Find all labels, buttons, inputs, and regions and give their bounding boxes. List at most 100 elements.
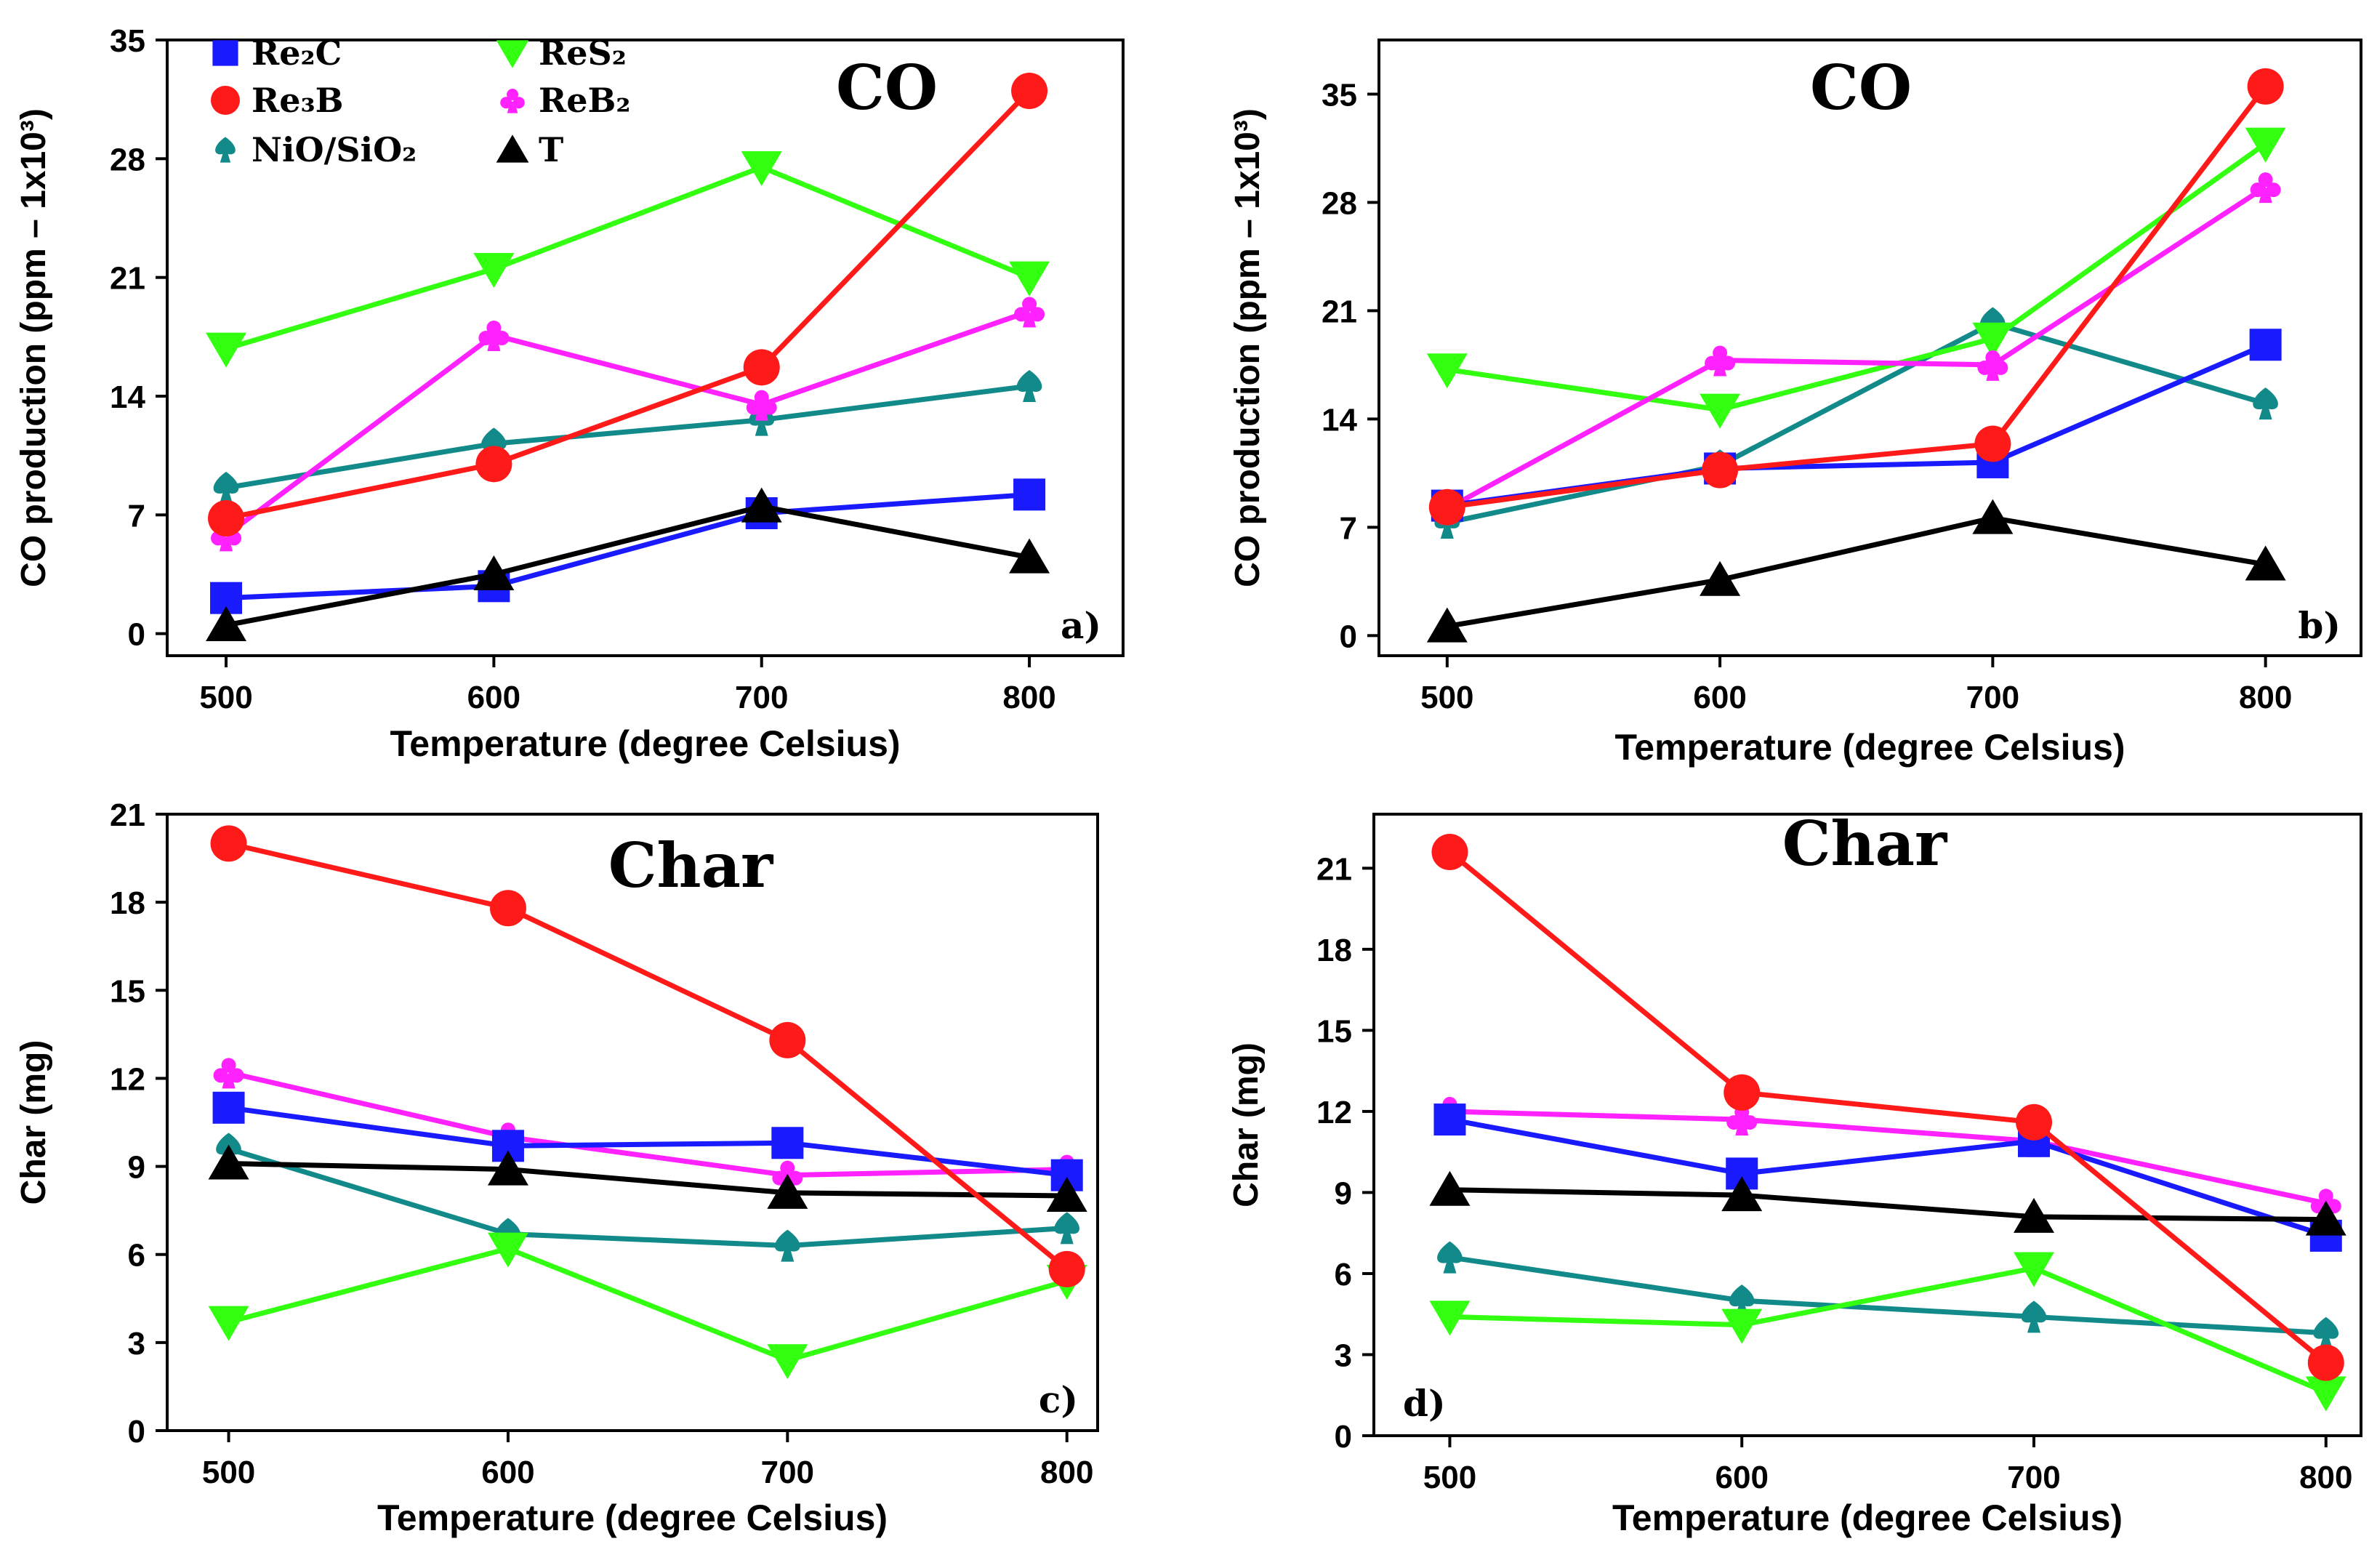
- series-line-t: [1447, 515, 2267, 630]
- y-tick-label: 21: [110, 261, 145, 297]
- series-line-re3b: [1448, 850, 2328, 1365]
- legend-marker-re3b: [211, 86, 240, 115]
- series-line-res2: [1447, 141, 2267, 413]
- legend-item-re2c: Re₂C: [212, 33, 342, 73]
- data-point-reb2-stem: [2259, 188, 2272, 204]
- y-tick-label: 14: [1322, 402, 1357, 438]
- y-tick-label: 9: [128, 1150, 145, 1186]
- y-axis-label: Char (mg): [15, 1040, 53, 1205]
- data-point-nio-stem: [2259, 405, 2272, 420]
- legend-marker-nio-stem: [220, 150, 231, 163]
- data-point-reb2-lobe: [2318, 1189, 2333, 1204]
- data-point-reb2-lobe: [1030, 307, 1045, 322]
- data-point-res2: [2245, 127, 2286, 163]
- data-point-re3b: [743, 349, 780, 386]
- series-line-reb2: [1446, 185, 2267, 511]
- series-res2: [1426, 127, 2286, 429]
- legend-marker-reb2-lobe: [500, 97, 512, 109]
- data-point-res2: [487, 1232, 528, 1268]
- data-point-reb2-lobe: [1713, 345, 1728, 361]
- data-point-re3b: [489, 890, 526, 927]
- data-point-reb2-stem: [1023, 313, 1037, 328]
- data-point-reb2-lobe: [2258, 172, 2273, 188]
- data-point-re2c: [2249, 329, 2282, 361]
- data-point-reb2-lobe: [478, 331, 494, 345]
- data-point-nio-stem: [2027, 1318, 2041, 1333]
- data-point-reb2-stem: [220, 536, 233, 552]
- chart-panel-b: 0 7 14 21 28 35 500 600 700 800 Temperature (degre…: [1228, 39, 2362, 768]
- panel-title: Char: [1782, 808, 1948, 880]
- data-point-t: [208, 1144, 249, 1180]
- legend-marker-nio-blade: [215, 137, 236, 155]
- series-t: [1429, 1170, 2346, 1236]
- y-tick-label: 14: [110, 379, 145, 415]
- legend-marker-reb2: [500, 89, 525, 113]
- y-axis-label: Char (mg): [1227, 1042, 1266, 1207]
- legend-marker: [496, 40, 529, 68]
- series-re3b: [208, 73, 1048, 536]
- data-point-reb2-lobe: [494, 331, 510, 345]
- series-reb2: [211, 297, 1045, 552]
- y-axis-label: CO production (ppm – 1x10³): [15, 108, 53, 587]
- y-tick-label: 18: [1316, 933, 1352, 968]
- plot-frame: [166, 813, 1099, 1432]
- data-point-re3b: [475, 446, 512, 483]
- data-point-res2: [767, 1344, 808, 1380]
- series-line-re2c: [1449, 1117, 2327, 1239]
- data-point-reb2-lobe: [1022, 297, 1037, 312]
- data-point-re3b: [2247, 68, 2284, 105]
- data-point-res2: [741, 151, 782, 186]
- series-re3b: [1428, 68, 2284, 526]
- data-point-nio: [2313, 1316, 2339, 1349]
- chart-panel-c: 0 3 6 9 12 15 18 21 500 600 700 800 Temperature (deg…: [15, 797, 1099, 1538]
- legend-marker-reb2-lobe: [507, 89, 518, 100]
- legend-marker: [500, 89, 525, 113]
- series-line-t: [228, 1161, 1067, 1199]
- data-point-re3b: [1974, 425, 2011, 462]
- legend-item-nio: NiO/SiO₂: [215, 130, 417, 169]
- data-point-t: [2305, 1200, 2346, 1236]
- x-tick-label: 600: [1716, 1460, 1769, 1495]
- legend-marker: [211, 86, 240, 115]
- plot-frame: [1377, 39, 2362, 657]
- data-point-nio-blade: [775, 1229, 800, 1252]
- data-point-reb2-lobe: [1985, 350, 2000, 365]
- y-tick-label: 18: [110, 885, 145, 921]
- y-tick-label: 3: [1335, 1338, 1352, 1373]
- x-tick-label: 600: [481, 1455, 534, 1490]
- data-point-reb2-lobe: [2266, 182, 2281, 198]
- y-tick-label: 21: [1322, 294, 1357, 329]
- series-re2c: [212, 1091, 1083, 1191]
- legend-label: Re₃B: [252, 81, 344, 120]
- data-point-re2c: [1433, 1103, 1466, 1136]
- panel-tag: d): [1403, 1382, 1446, 1425]
- y-tick-label: 28: [110, 142, 145, 177]
- series-line-t: [1449, 1187, 2326, 1223]
- x-axis-label: Temperature (degree Celsius): [377, 1497, 888, 1538]
- series-line-re3b: [228, 840, 1069, 1271]
- x-tick-label: 500: [199, 680, 252, 715]
- data-point-nio-blade: [216, 1133, 241, 1155]
- plot-frame: [166, 39, 1125, 657]
- series-line-nio: [225, 383, 1030, 491]
- x-tick-label: 500: [1420, 680, 1473, 715]
- series-res2: [208, 1232, 1087, 1380]
- data-point-reb2-stem: [1735, 1121, 1749, 1136]
- data-point-re3b: [1428, 489, 1465, 526]
- data-point-nio-blade: [2313, 1316, 2339, 1339]
- series-line-nio: [228, 1146, 1067, 1249]
- y-tick-label: 28: [1322, 185, 1357, 221]
- data-point-nio-blade: [1016, 370, 1042, 392]
- data-point-reb2-lobe: [213, 1068, 228, 1083]
- x-tick-label: 500: [202, 1455, 255, 1490]
- series-line-nio: [1447, 320, 2267, 526]
- y-tick-label: 15: [1316, 1013, 1352, 1049]
- series-line-t: [225, 504, 1030, 628]
- panel-title: Char: [608, 829, 774, 901]
- chart-panel-d: 0 3 6 9 12 15 18 21 500 600 700 800 Temperature (deg…: [1227, 808, 2362, 1538]
- data-point-re2c: [771, 1127, 804, 1159]
- legend-item-reb2: ReB₂: [500, 81, 631, 120]
- data-point-reb2: [1014, 297, 1045, 328]
- chart-panel-a: 0 7 14 21 28 35 500 600 700 800 Temperature (degre…: [15, 23, 1125, 764]
